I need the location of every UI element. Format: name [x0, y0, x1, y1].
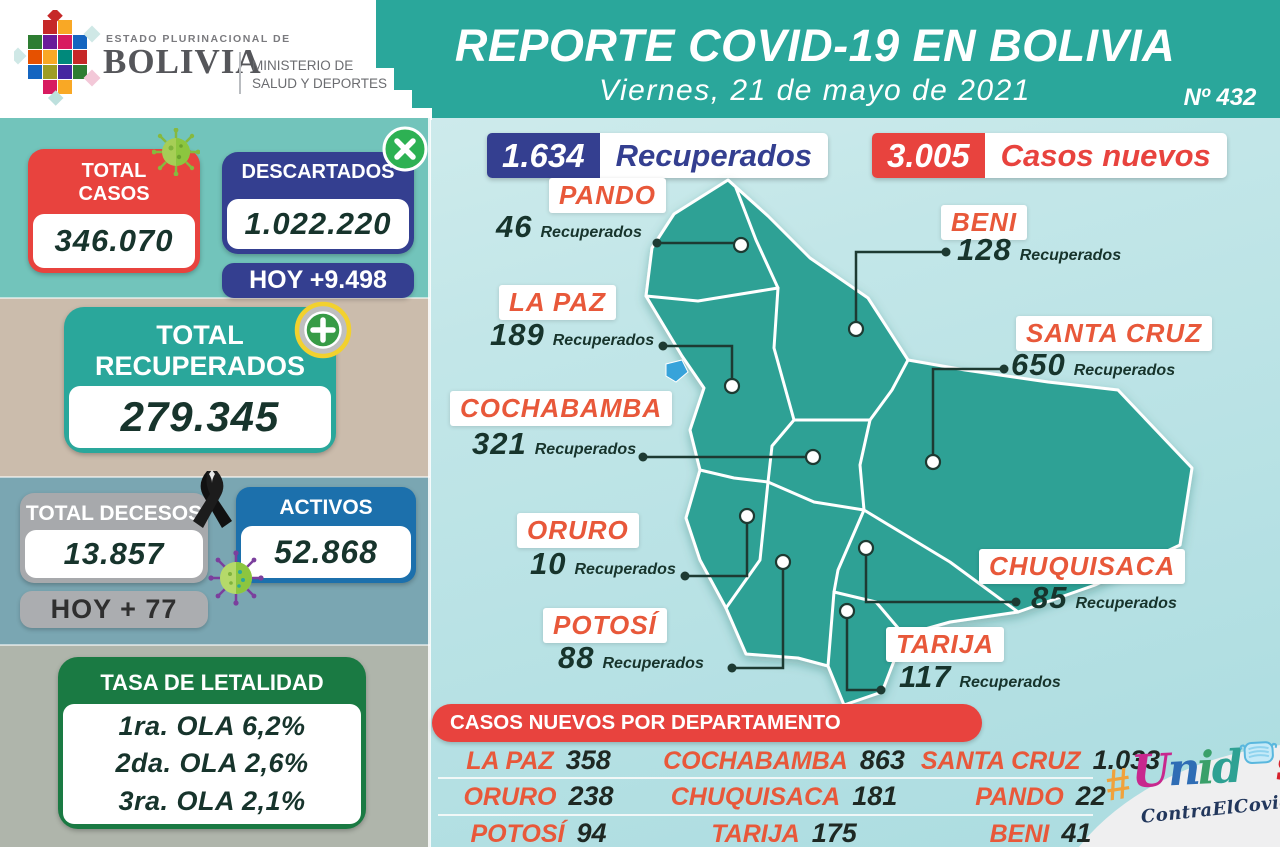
table-cell: TARIJA 175: [711, 818, 857, 847]
deaths-today-pill: HOY + 77: [20, 591, 208, 628]
wave-1-rate: 1ra. OLA 6,2%: [118, 711, 306, 742]
map-label-chuquisaca: CHUQUISACA: [979, 549, 1186, 584]
recovered-today-label: Recuperados: [599, 133, 828, 178]
map-label-pando: PANDO: [549, 178, 666, 213]
active-cases-value: 52.868: [241, 526, 411, 578]
unidos-contra-el-covid-logo: # Unid s ContraElCovid: [1101, 737, 1280, 847]
map-value-santa-cruz: 650 Recuperados: [1011, 347, 1176, 382]
map-label-santa-cruz: SANTA CRUZ: [1016, 316, 1213, 351]
table-cell: ORURO 238: [463, 781, 614, 811]
table-cell: PANDO 22: [975, 781, 1106, 811]
logo-divider: [239, 52, 241, 94]
new-cases-banner: CASOS NUEVOS POR DEPARTAMENTO: [432, 704, 982, 742]
total-recovered-value: 279.345: [69, 386, 331, 448]
mourning-ribbon-icon: [193, 470, 232, 528]
active-cases-card: ACTIVOS 52.868: [236, 487, 416, 583]
recovered-today-value: 1.634: [487, 133, 600, 178]
total-cases-card: TOTAL CASOS 346.070: [28, 149, 200, 273]
map-pin-oruro: [738, 507, 756, 525]
active-cases-label: ACTIVOS: [279, 496, 373, 519]
coat-small-text: ESTADO PLURINACIONAL DE: [106, 33, 291, 45]
unidos-word: Unid s: [1130, 736, 1280, 799]
map-value-beni: 128 Recuperados: [957, 232, 1122, 267]
new-cases-today-value: 3.005: [872, 133, 985, 178]
map-pin-potosi: [774, 553, 792, 571]
discarded-value: 1.022.220: [227, 199, 409, 249]
ministry-name: MINISTERIO DE SALUD Y DEPORTES: [252, 57, 387, 92]
table-cell: BENI 41: [989, 818, 1092, 847]
report-date: Viernes, 21 de mayo de 2021: [599, 74, 1031, 107]
map-label-cochabamba: COCHABAMBA: [450, 391, 673, 426]
map-value-pando: 46 Recuperados: [496, 209, 642, 244]
total-deaths-label: TOTAL DECESOS: [25, 502, 203, 525]
band-separator: [0, 644, 430, 646]
table-row: LA PAZ 358 COCHABAMBA 863 SANTA CRUZ 1.033: [432, 741, 1161, 777]
lake-titicaca: [665, 359, 689, 383]
total-recovered-card: TOTAL RECUPERADOS 279.345: [64, 307, 336, 453]
table-cell: POTOSÍ 94: [470, 818, 607, 847]
map-value-potosi: 88 Recuperados: [558, 640, 704, 675]
discarded-card: DESCARTADOS 1.022.220: [222, 152, 414, 254]
wave-3-rate: 3ra. OLA 2,1%: [118, 785, 306, 816]
total-cases-label: TOTAL CASOS: [78, 160, 150, 205]
total-recovered-label: TOTAL RECUPERADOS: [94, 320, 306, 382]
map-label-oruro: ORURO: [517, 513, 639, 548]
map-pin-santa-cruz: [924, 453, 942, 471]
table-cell: LA PAZ 358: [466, 745, 611, 775]
map-label-tarija: TARIJA: [886, 627, 1004, 662]
x-circle-icon: [382, 126, 428, 172]
map-value-la-paz: 189 Recuperados: [490, 317, 655, 352]
map-pin-chuquisaca: [857, 539, 875, 557]
bolivia-coat-of-arms-icon: [14, 10, 101, 106]
map-pin-pando: [732, 236, 750, 254]
total-deaths-card: TOTAL DECESOS 13.857: [20, 493, 208, 583]
map-pin-cochabamba: [804, 448, 822, 466]
new-cases-today-badge: 3.005 Casos nuevos: [872, 133, 1227, 178]
new-cases-table: LA PAZ 358 COCHABAMBA 863 SANTA CRUZ 1.033 …: [432, 741, 1161, 847]
ministry-line2: SALUD Y DEPORTES: [252, 75, 388, 91]
plus-circle-icon: [294, 301, 352, 359]
page-title: REPORTE COVID-19 EN BOLIVIA: [454, 20, 1176, 71]
discarded-today-pill: HOY +9.498: [222, 263, 414, 298]
recovered-today-badge: 1.634 Recuperados: [487, 133, 828, 178]
ministry-line1: MINISTERIO DE: [252, 58, 354, 73]
table-cell: SANTA CRUZ 1.033: [920, 745, 1161, 775]
leader-lines: [643, 241, 1016, 692]
virus-icon: [152, 128, 200, 176]
virus-purple-icon: [208, 550, 264, 606]
table-cell: COCHABAMBA 863: [663, 745, 905, 775]
hashtag-glyph: #: [1101, 758, 1134, 811]
map-value-tarija: 117 Recuperados: [899, 659, 1061, 694]
row-separator: [438, 777, 1093, 779]
coat-name-text: BOLIVIA: [103, 42, 262, 81]
report-number: Nº 432: [1183, 84, 1257, 111]
row-separator: [438, 814, 1093, 816]
table-cell: CHUQUISACA 181: [670, 781, 898, 811]
map-label-la-paz: LA PAZ: [499, 285, 616, 320]
table-row: POTOSÍ 94 TARIJA 175 BENI 41: [432, 814, 1158, 847]
new-cases-today-label: Casos nuevos: [984, 133, 1227, 178]
sidebar-map-divider: [428, 118, 431, 847]
lethality-rate-card: TASA DE LETALIDAD 1ra. OLA 6,2% 2da. OLA…: [58, 657, 366, 829]
wave-2-rate: 2da. OLA 2,6%: [115, 748, 309, 779]
total-cases-value: 346.070: [33, 214, 195, 268]
discarded-label: DESCARTADOS: [241, 161, 395, 183]
table-row: ORURO 238 CHUQUISACA 181 PANDO 22: [432, 777, 1158, 814]
lethality-rate-label: TASA DE LETALIDAD: [100, 670, 324, 695]
face-mask-icon: [1239, 741, 1277, 765]
map-value-cochabamba: 321 Recuperados: [472, 426, 637, 461]
band-separator: [0, 297, 430, 299]
map-value-oruro: 10 Recuperados: [530, 546, 676, 581]
map-label-potosi: POTOSÍ: [543, 608, 667, 643]
map-value-chuquisaca: 85 Recuperados: [1031, 580, 1177, 615]
map-pin-tarija: [838, 602, 856, 620]
lethality-rate-values: 1ra. OLA 6,2% 2da. OLA 2,6% 3ra. OLA 2,1…: [63, 704, 361, 824]
total-deaths-value: 13.857: [25, 530, 203, 578]
map-pin-beni: [847, 320, 865, 338]
map-pin-la-paz: [723, 377, 741, 395]
